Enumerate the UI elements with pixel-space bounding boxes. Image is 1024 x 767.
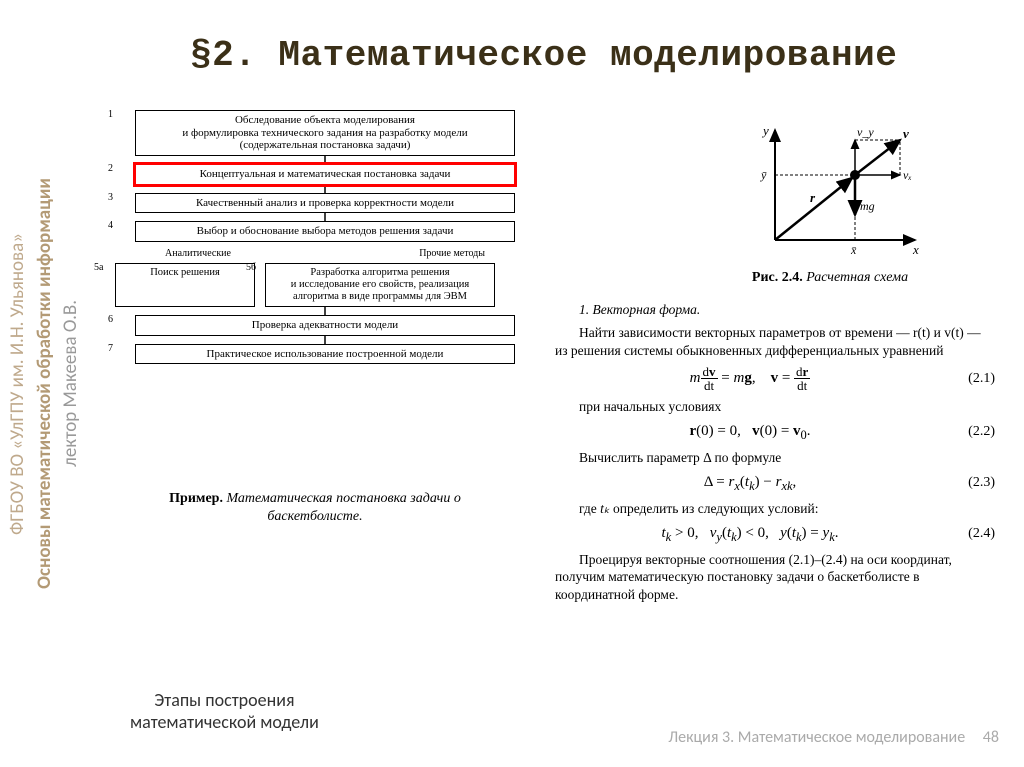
fc-row-5: 5а Поиск решения 5б Разработка алгоритма… [105, 263, 525, 313]
fig-num: Рис. 2.4. [752, 270, 803, 285]
eq-num: (2.3) [945, 474, 995, 492]
sidebar-org: ФГБОУ ВО «УлГПУ им. И.Н. Ульянова» [6, 233, 29, 535]
fc-num: 4 [108, 220, 113, 232]
equation-2-1: mdvdt = mg, v = drdt (2.1) [555, 365, 995, 392]
fc-num: 3 [108, 192, 113, 204]
right-column: x y r v vₓ v_y mg ȳ x̄ Рис. 2.4. Расчетн… [555, 120, 995, 609]
fc-step-3: 3 Качественный анализ и проверка коррект… [135, 193, 515, 214]
svg-text:r: r [810, 190, 816, 205]
flowchart: 1 Обследование объекта моделирования и ф… [105, 110, 525, 370]
fc-step-2: 2 Концептуальная и математическая постан… [135, 164, 515, 185]
eq-num: (2.1) [945, 370, 995, 388]
slide-title: §2. Математическое моделирование [190, 35, 897, 76]
fc-split: Аналитические Прочие методы [135, 248, 515, 259]
vector-diagram: x y r v vₓ v_y mg ȳ x̄ [755, 120, 925, 260]
svg-text:x: x [912, 242, 919, 257]
footer-text: Лекция 3. Математическое моделирование [668, 728, 965, 747]
fc-text: Разработка алгоритма решения и исследова… [291, 267, 470, 302]
fc-num: 1 [108, 109, 113, 121]
fc-num: 2 [108, 163, 113, 175]
fc-text: Проверка адекватности модели [252, 319, 398, 331]
fc-num: 7 [108, 343, 113, 355]
sidebar-lecturer: лектор Макеева О.В. [59, 300, 82, 467]
fc-text: Выбор и обоснование выбора методов решен… [197, 225, 454, 237]
example-italic: Математическая постановка задачи о баске… [226, 491, 460, 524]
fc-step-1: 1 Обследование объекта моделирования и ф… [135, 110, 515, 156]
eq-num: (2.4) [945, 525, 995, 543]
fc-step-7: 7 Практическое использование построенной… [135, 344, 515, 365]
fc-text: Практическое использование построенной м… [207, 348, 444, 360]
para-2: при начальных условиях [555, 398, 995, 416]
fc-step-6: 6 Проверка адекватности модели [135, 315, 515, 336]
svg-text:y: y [761, 123, 769, 138]
equation-2-2: r(0) = 0, v(0) = v0. (2.2) [555, 422, 995, 443]
fc-num: 5а [94, 262, 103, 274]
sidebar: ФГБОУ ВО «УлГПУ им. И.Н. Ульянова» Основ… [0, 0, 90, 767]
stages-label: Этапы построения математической модели [130, 690, 319, 733]
example-caption: Пример. Математическая постановка задачи… [150, 490, 480, 525]
sidebar-course: Основы математической обработки информац… [33, 178, 56, 589]
equation-2-4: tk > 0, vy(tk) < 0, y(tk) = yk. (2.4) [555, 524, 995, 545]
fc-text: Обследование объекта моделирования и фор… [182, 114, 467, 151]
fc-step-5a: 5а Поиск решения [115, 263, 255, 307]
split-left: Аналитические [165, 248, 231, 259]
svg-text:v_y: v_y [857, 125, 874, 139]
fc-text: Концептуальная и математическая постанов… [200, 168, 451, 180]
para-4: где tₖ определить из следующих условий: [555, 500, 995, 518]
split-right: Прочие методы [419, 248, 485, 259]
example-bold: Пример. [169, 491, 223, 506]
svg-text:x̄: x̄ [850, 243, 857, 257]
footer: Лекция 3. Математическое моделирование 4… [668, 728, 999, 747]
svg-text:vₓ: vₓ [903, 168, 912, 182]
fc-text: Качественный анализ и проверка корректно… [196, 197, 454, 209]
para-1: Найти зависимости векторных параметров о… [555, 324, 995, 359]
fc-step-4: 4 Выбор и обоснование выбора методов реш… [135, 221, 515, 242]
fc-text: Поиск решения [150, 267, 220, 278]
svg-text:mg: mg [860, 199, 875, 213]
para-3: Вычислить параметр Δ по формуле [555, 449, 995, 467]
fc-step-5b: 5б Разработка алгоритма решения и исслед… [265, 263, 495, 307]
svg-text:ȳ: ȳ [760, 168, 767, 182]
page-number: 48 [983, 728, 999, 747]
figure-caption: Рис. 2.4. Расчетная схема [705, 269, 955, 287]
para-5: Проецируя векторные соотношения (2.1)–(2… [555, 551, 995, 604]
section-heading: 1. Векторная форма. [555, 301, 995, 319]
fc-num: 5б [246, 262, 256, 274]
equation-2-3: Δ = rx(tk) − rxk, (2.3) [555, 473, 995, 494]
svg-text:v: v [903, 126, 909, 141]
eq-num: (2.2) [945, 423, 995, 441]
fc-num: 6 [108, 314, 113, 326]
fig-title: Расчетная схема [806, 270, 908, 285]
